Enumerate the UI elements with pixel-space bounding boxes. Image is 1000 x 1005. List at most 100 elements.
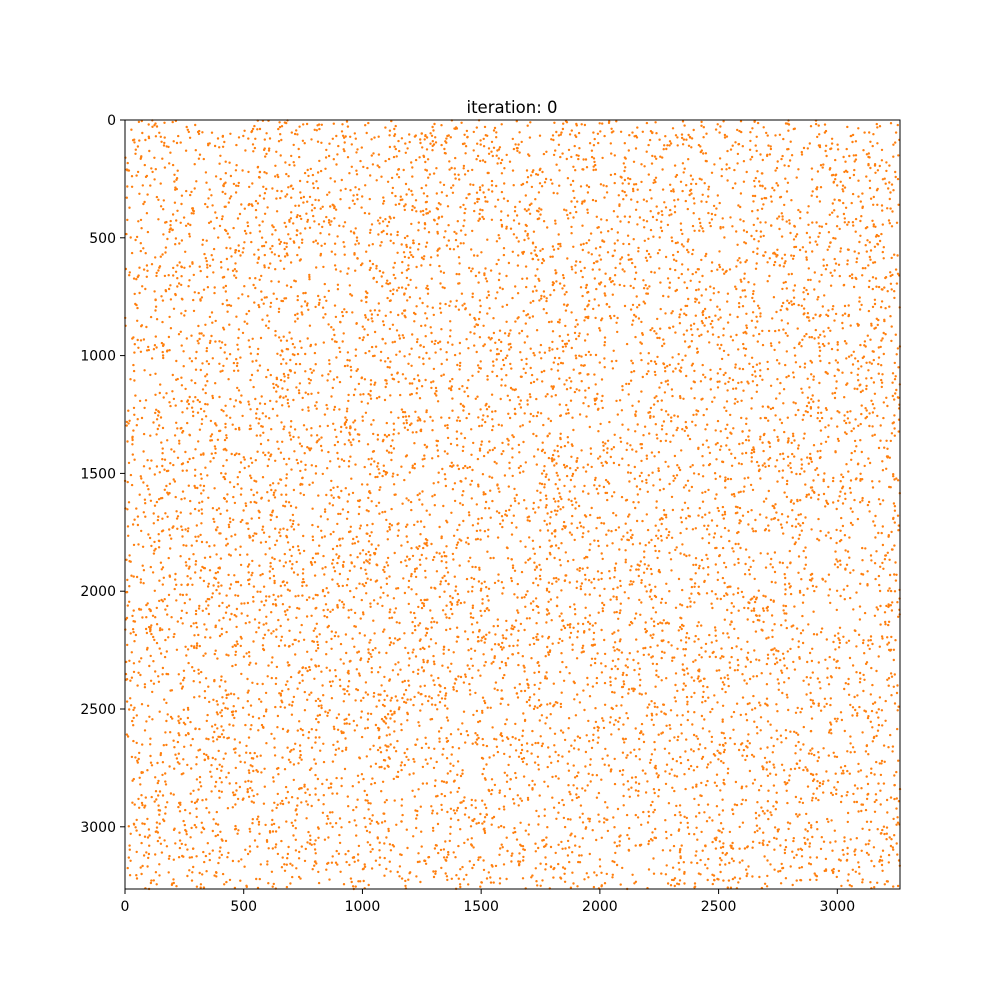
- data-point: [251, 822, 254, 825]
- data-point: [169, 792, 173, 795]
- data-point: [630, 370, 633, 374]
- data-point: [815, 467, 819, 470]
- data-point: [750, 356, 754, 359]
- data-point: [733, 627, 736, 631]
- data-point: [569, 478, 573, 482]
- data-point: [528, 136, 532, 139]
- data-point: [297, 523, 300, 526]
- data-point: [388, 528, 392, 531]
- data-point: [468, 689, 472, 692]
- data-point: [205, 628, 208, 631]
- data-point: [615, 845, 619, 848]
- data-point: [343, 253, 346, 256]
- data-point: [714, 497, 717, 500]
- data-point: [229, 132, 232, 135]
- data-point: [704, 784, 708, 787]
- data-point: [591, 268, 594, 271]
- data-point: [671, 239, 674, 243]
- data-point: [158, 599, 161, 603]
- data-point: [839, 529, 842, 532]
- data-point: [530, 252, 533, 255]
- data-point: [557, 801, 561, 805]
- data-point: [728, 377, 731, 380]
- data-point: [246, 691, 249, 694]
- data-point: [887, 219, 891, 222]
- data-point: [522, 309, 525, 313]
- data-point: [508, 508, 511, 512]
- data-point: [543, 808, 546, 811]
- data-point: [632, 658, 635, 662]
- data-point: [317, 697, 320, 701]
- data-point: [611, 690, 614, 694]
- data-point: [193, 696, 196, 699]
- data-point: [354, 354, 357, 357]
- data-point: [894, 131, 898, 134]
- data-point: [759, 374, 762, 378]
- data-point: [700, 178, 703, 181]
- data-point: [896, 816, 899, 819]
- data-point: [346, 358, 349, 362]
- data-point: [537, 258, 540, 261]
- data-point: [562, 525, 565, 528]
- data-point: [225, 257, 229, 261]
- data-point: [735, 287, 738, 291]
- data-point: [603, 341, 607, 344]
- data-point: [679, 755, 682, 759]
- data-point: [195, 807, 198, 810]
- data-point: [790, 303, 794, 306]
- data-point: [686, 672, 690, 675]
- data-point: [720, 343, 723, 347]
- data-point: [557, 247, 560, 250]
- data-point: [342, 560, 345, 564]
- data-point: [646, 780, 649, 783]
- data-point: [210, 254, 213, 257]
- data-point: [249, 728, 252, 731]
- data-point: [190, 406, 194, 409]
- data-point: [149, 679, 153, 682]
- data-point: [767, 144, 770, 147]
- data-point: [187, 708, 190, 711]
- data-point: [392, 472, 395, 475]
- data-point: [257, 516, 261, 520]
- data-point: [713, 879, 716, 882]
- data-point: [745, 417, 748, 420]
- data-point: [240, 203, 243, 206]
- data-point: [708, 451, 712, 455]
- data-point: [772, 805, 775, 808]
- data-point: [662, 420, 666, 423]
- data-point: [519, 464, 522, 468]
- data-point: [741, 821, 745, 824]
- data-point: [794, 744, 798, 747]
- data-point: [763, 812, 766, 815]
- data-point: [270, 280, 273, 283]
- data-point: [315, 407, 318, 410]
- data-point: [652, 181, 655, 184]
- data-point: [317, 704, 320, 708]
- data-point: [577, 157, 580, 161]
- data-point: [459, 885, 462, 889]
- data-point: [869, 820, 873, 823]
- data-point: [420, 186, 423, 190]
- data-point: [565, 121, 569, 124]
- data-point: [537, 277, 540, 281]
- data-point: [834, 772, 837, 775]
- data-point: [510, 558, 513, 561]
- data-point: [791, 257, 795, 260]
- data-point: [514, 722, 517, 726]
- data-point: [310, 614, 313, 617]
- data-point: [891, 846, 894, 849]
- data-point: [533, 354, 536, 357]
- data-point: [855, 800, 859, 804]
- data-point: [626, 531, 629, 534]
- data-point: [757, 789, 761, 792]
- data-point: [200, 332, 203, 335]
- data-point: [545, 473, 548, 476]
- data-point: [204, 415, 208, 418]
- data-point: [446, 719, 450, 722]
- data-point: [757, 464, 760, 467]
- data-point: [637, 246, 640, 250]
- data-point: [612, 587, 615, 591]
- data-point: [456, 760, 460, 763]
- data-point: [212, 271, 215, 274]
- data-point: [400, 804, 403, 807]
